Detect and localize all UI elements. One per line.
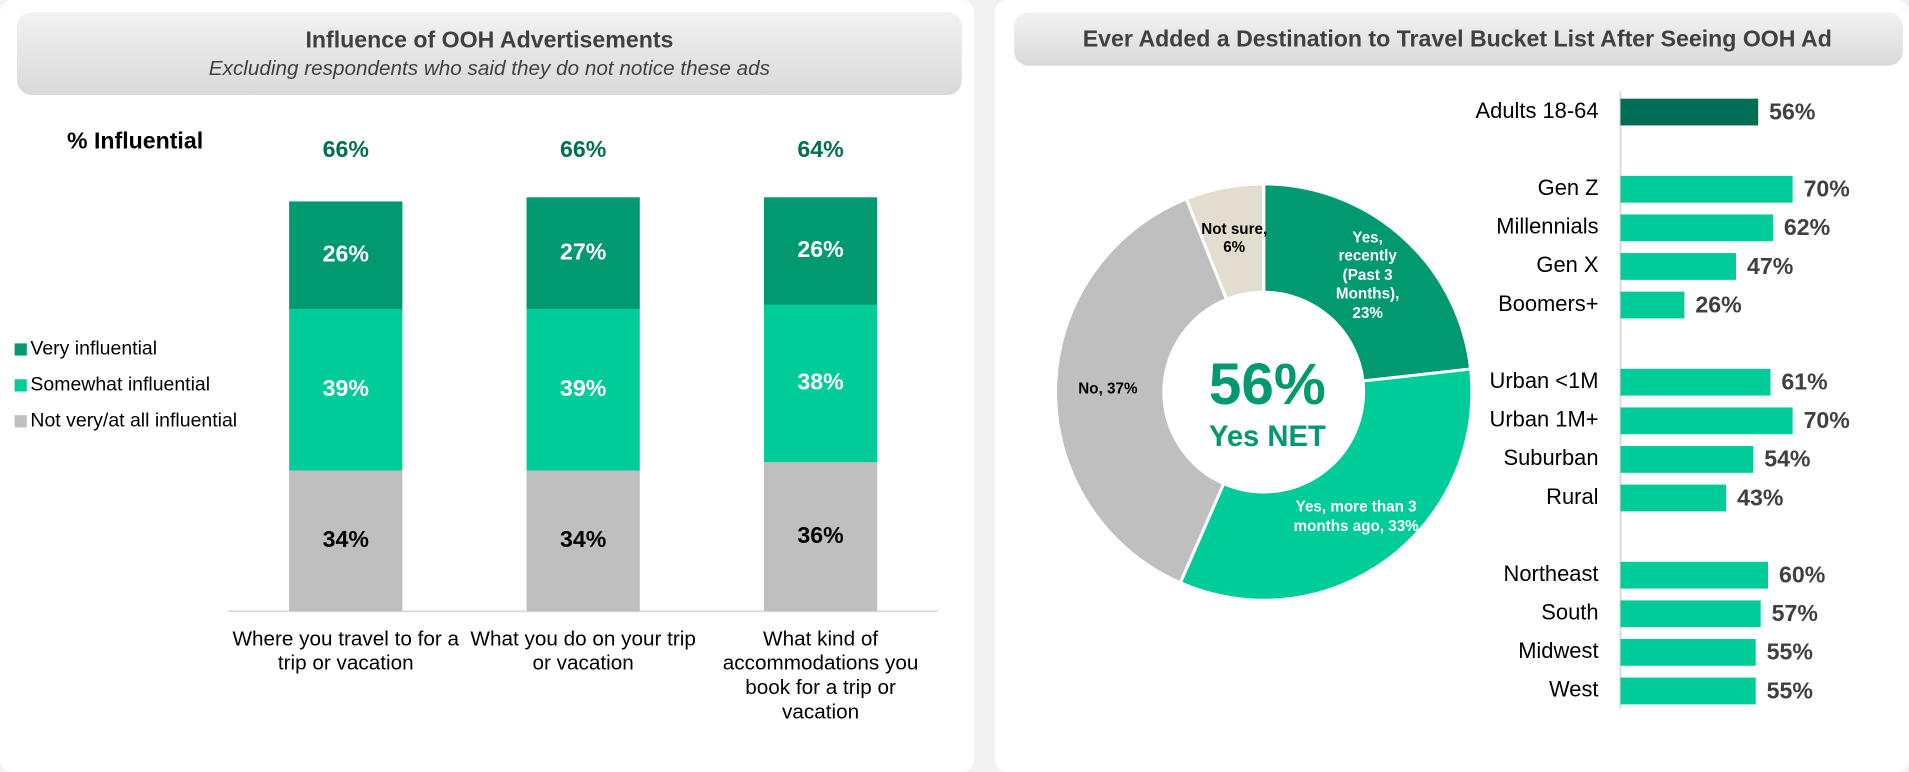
bar: [1620, 253, 1737, 280]
x-tick-label: What you do on your trip or vacation: [470, 627, 696, 675]
bar-segment: [289, 470, 403, 612]
data-label: 55%: [1767, 639, 1813, 665]
y-tick-label: Urban <1M: [1490, 368, 1599, 393]
y-tick-label: Midwest: [1518, 638, 1598, 663]
data-label: 57%: [1772, 600, 1818, 626]
bar: [1620, 368, 1771, 396]
y-tick-label: Rural: [1546, 484, 1598, 509]
data-label: 47%: [1747, 253, 1793, 279]
slice-label-box: Yes, recently (Past 3 Months), 23%: [1335, 228, 1400, 322]
bar: [1620, 638, 1756, 666]
bar: [1620, 446, 1754, 473]
y-tick-label: Millennials: [1496, 214, 1598, 239]
y-tick-label: West: [1549, 677, 1599, 702]
net-label: 66%: [323, 136, 369, 162]
data-label: 26%: [797, 236, 843, 262]
legend-swatch: [14, 379, 27, 392]
bar: [1620, 291, 1685, 319]
bar-segment: [763, 197, 878, 305]
data-label: 56%: [1769, 98, 1815, 124]
net-label: 64%: [797, 136, 843, 162]
bar-segment: [763, 462, 878, 612]
legend-label: Somewhat influential: [30, 374, 210, 396]
bar-segment: [289, 309, 403, 471]
data-label: 26%: [323, 240, 369, 266]
data-label: 70%: [1804, 176, 1850, 202]
chart-subtitle: Excluding respondents who said they do n…: [209, 57, 770, 80]
bar-segment: [763, 304, 878, 463]
x-tick-label: Where you travel to for a trip or vacati…: [232, 627, 460, 675]
bar: [1620, 98, 1759, 126]
center-label: Yes NET: [1209, 421, 1326, 453]
bar: [1620, 600, 1761, 628]
x-tick-label-box: What you do on your trip or vacation: [470, 627, 696, 675]
data-label: 54%: [1764, 446, 1810, 472]
bar-segment: [526, 197, 640, 310]
net-label: 66%: [560, 136, 606, 162]
bar-segment: [289, 201, 403, 310]
data-label: 39%: [323, 375, 369, 401]
data-label: 34%: [323, 526, 369, 552]
data-label: 60%: [1779, 562, 1825, 588]
data-label: 39%: [560, 375, 606, 401]
slice-label-box: Yes, more than 3 months ago, 33%: [1293, 498, 1419, 535]
bar: [1620, 214, 1773, 242]
y-tick-label: Boomers+: [1498, 291, 1598, 316]
y-tick-label: Suburban: [1504, 445, 1599, 470]
data-label: 61%: [1781, 369, 1827, 395]
donut-slice: [1184, 182, 1266, 302]
data-label: 34%: [560, 526, 606, 552]
data-label: 27%: [560, 238, 606, 264]
bar: [1620, 561, 1769, 589]
bar: [1620, 484, 1727, 512]
data-label: 70%: [1804, 407, 1850, 433]
y-tick-label: Gen X: [1536, 252, 1598, 277]
left-header: [17, 12, 962, 96]
data-label: 62%: [1784, 214, 1830, 240]
data-label: 26%: [1695, 291, 1741, 317]
donut-slice: [1054, 196, 1229, 585]
slice-label: Not sure, 6%: [1201, 220, 1268, 257]
data-label: 38%: [797, 369, 843, 395]
data-label: 43%: [1737, 484, 1783, 510]
legend-label: Very influential: [30, 338, 157, 360]
donut-slice: [1178, 367, 1474, 602]
bar-segment: [526, 470, 640, 612]
slice-label-box: No, 37%: [1078, 380, 1138, 398]
chart-title: Ever Added a Destination to Travel Bucke…: [1083, 25, 1832, 51]
bar: [1620, 677, 1756, 705]
x-tick-label-box: Where you travel to for a trip or vacati…: [232, 627, 460, 675]
right-header: [1014, 12, 1903, 66]
center-value: 56%: [1209, 352, 1326, 417]
legend-swatch: [14, 415, 27, 428]
y-tick-label: Northeast: [1504, 561, 1599, 586]
donut-slice: [1262, 182, 1473, 383]
legend-label: Not very/at all influential: [30, 409, 237, 431]
bar-segment: [526, 309, 640, 471]
data-label: 36%: [797, 522, 843, 548]
legend-swatch: [14, 343, 27, 356]
y-tick-label: Adults 18-64: [1476, 98, 1599, 123]
x-tick-label-box: What kind of accommodations you book for…: [722, 627, 919, 724]
y-tick-label: Gen Z: [1538, 175, 1599, 200]
slice-label: No, 37%: [1078, 380, 1138, 398]
y-tick-label: Urban 1M+: [1490, 407, 1599, 432]
bar: [1620, 407, 1793, 435]
bar: [1620, 175, 1793, 203]
data-label: 55%: [1767, 677, 1813, 703]
x-tick-label: What kind of accommodations you book for…: [722, 627, 919, 724]
slice-label-box: Not sure, 6%: [1201, 220, 1268, 257]
slice-label: Yes, more than 3 months ago, 33%: [1293, 498, 1419, 535]
left-panel: [0, 0, 974, 772]
y-tick-label: South: [1541, 600, 1598, 625]
slice-label: Yes, recently (Past 3 Months), 23%: [1335, 228, 1400, 322]
chart-title: Influence of OOH Advertisements: [305, 27, 673, 53]
axis-label: % Influential: [67, 128, 203, 154]
